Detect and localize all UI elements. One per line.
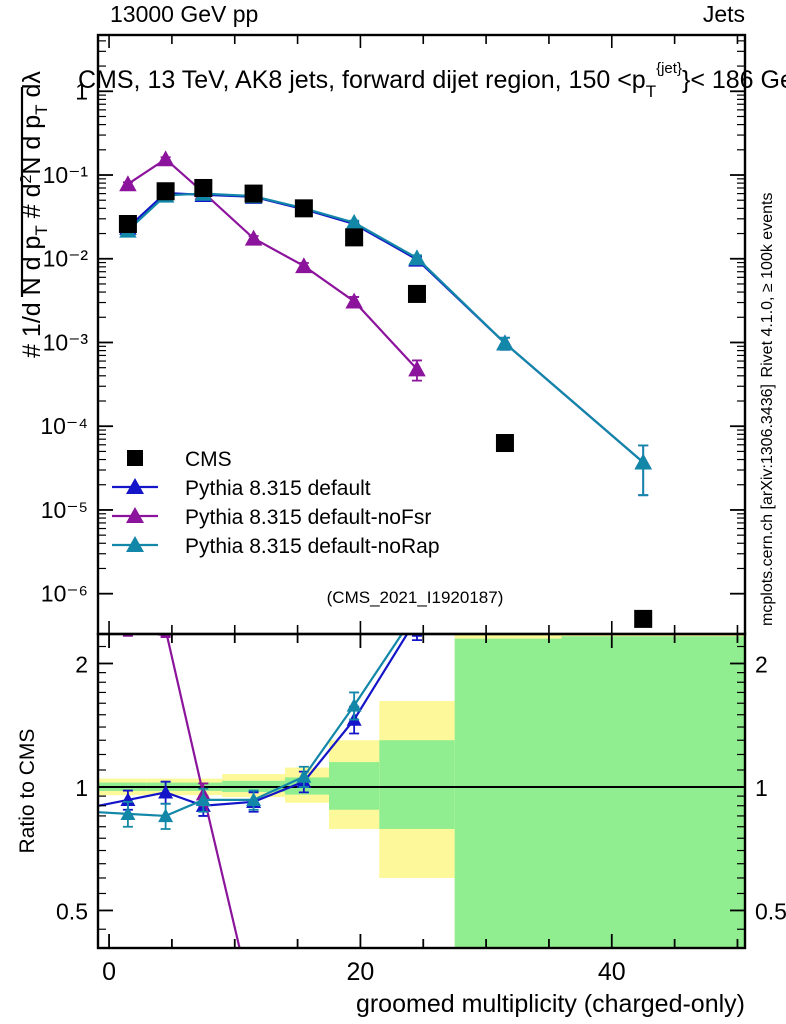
data-marker-triangle [244,229,263,246]
data-marker-square [495,434,514,453]
header-right: Jets [703,1,745,27]
ytick-label: 10⁻² [43,246,89,272]
plot-title: CMS, 13 TeV, AK8 jets, forward dijet reg… [78,60,786,101]
data-marker-triangle [156,150,175,167]
legend-label: Pythia 8.315 default [185,477,371,500]
ytick-label: 1 [75,78,88,104]
ytick-label: 10⁻⁴ [40,413,88,439]
xtick-label: 40 [598,958,626,986]
ratio-ytick-label: 0.5 [56,898,88,924]
data-marker-triangle [120,806,136,820]
legend-label: Pythia 8.315 default-noRap [185,535,440,558]
band-green [561,636,745,948]
ytick-label: 10⁻¹ [43,162,89,188]
data-marker-square [244,184,263,203]
ratio-ytick-label-right: 1 [755,775,768,801]
data-marker-triangle [496,334,514,351]
series-line [127,192,644,464]
legend-marker-triangle [126,536,144,552]
data-marker-triangle [345,292,363,309]
ratio-pythia-8-315-default-norap [98,634,404,830]
legend-label: Pythia 8.315 default-noFsr [185,506,431,529]
band-green [454,638,562,948]
data-marker-triangle [295,257,313,274]
data-marker-square [345,228,364,247]
ratio-ytick-label: 2 [75,651,88,677]
data-marker-square [118,214,137,233]
legend-entry-cms[interactable]: CMS [127,448,232,471]
data-marker-square [634,609,653,628]
data-marker-triangle [634,453,652,470]
x-axis-label: groomed multiplicity (charged-only) [356,990,745,1018]
ytick-label: 10⁻³ [43,329,89,355]
ytick-label: 10⁻⁶ [41,581,88,607]
series-line [127,191,644,464]
ratio-y-axis-label: Ratio to CMS [16,729,39,854]
data-marker-triangle [408,360,426,377]
data-marker-triangle [195,792,211,807]
legend-marker-triangle [126,507,144,523]
side-text-mcplots: mcplots.cern.ch [arXiv:1306.3436] [759,384,776,626]
data-marker-triangle [246,792,262,807]
xtick-label: 0 [102,958,116,986]
data-marker-triangle [296,769,312,783]
data-marker-triangle [408,249,426,266]
ratio-ytick-label-right: 2 [755,651,768,677]
data-marker-triangle [346,697,362,712]
series-cms-data [118,178,653,628]
data-marker-triangle [409,611,424,625]
data-marker-square [407,284,426,303]
data-marker-square [156,182,175,201]
data-marker-triangle [345,213,363,230]
error-bar [638,444,649,497]
legend-marker-triangle [126,478,144,494]
error-bar [122,634,133,637]
ratio-panel-frame [96,632,747,950]
error-bar [160,634,171,638]
xtick-label: 20 [347,958,375,986]
band-green [328,762,380,810]
data-marker-triangle [158,784,174,799]
data-marker-square [194,178,213,197]
side-text-rivet: Rivet 4.1.0, ≥ 100k events [759,193,776,378]
data-marker-triangle [119,175,137,192]
legend-marker-square [127,450,143,466]
data-marker-triangle [120,607,135,621]
data-marker-square [294,199,313,218]
legend-label: CMS [185,448,232,471]
ratio-ytick-label-right: 0.5 [755,898,786,924]
error-bar [411,634,422,642]
legend-entry-pythia-8-315-default[interactable]: Pythia 8.315 default [112,477,371,500]
legend-entry-pythia-8-315-default-norap[interactable]: Pythia 8.315 default-noRap [112,535,440,558]
ratio-ytick-label: 1 [75,775,88,801]
header-left: 13000 GeV pp [110,1,258,27]
ytick-label: 10⁻⁵ [41,497,88,523]
legend-entry-pythia-8-315-default-nofsr[interactable]: Pythia 8.315 default-noFsr [112,506,431,529]
band-green [379,740,455,829]
analysis-id-watermark: (CMS_2021_I1920187) [327,588,504,607]
data-marker-triangle [158,808,174,823]
ratio-uncertainty-bands [98,634,745,948]
